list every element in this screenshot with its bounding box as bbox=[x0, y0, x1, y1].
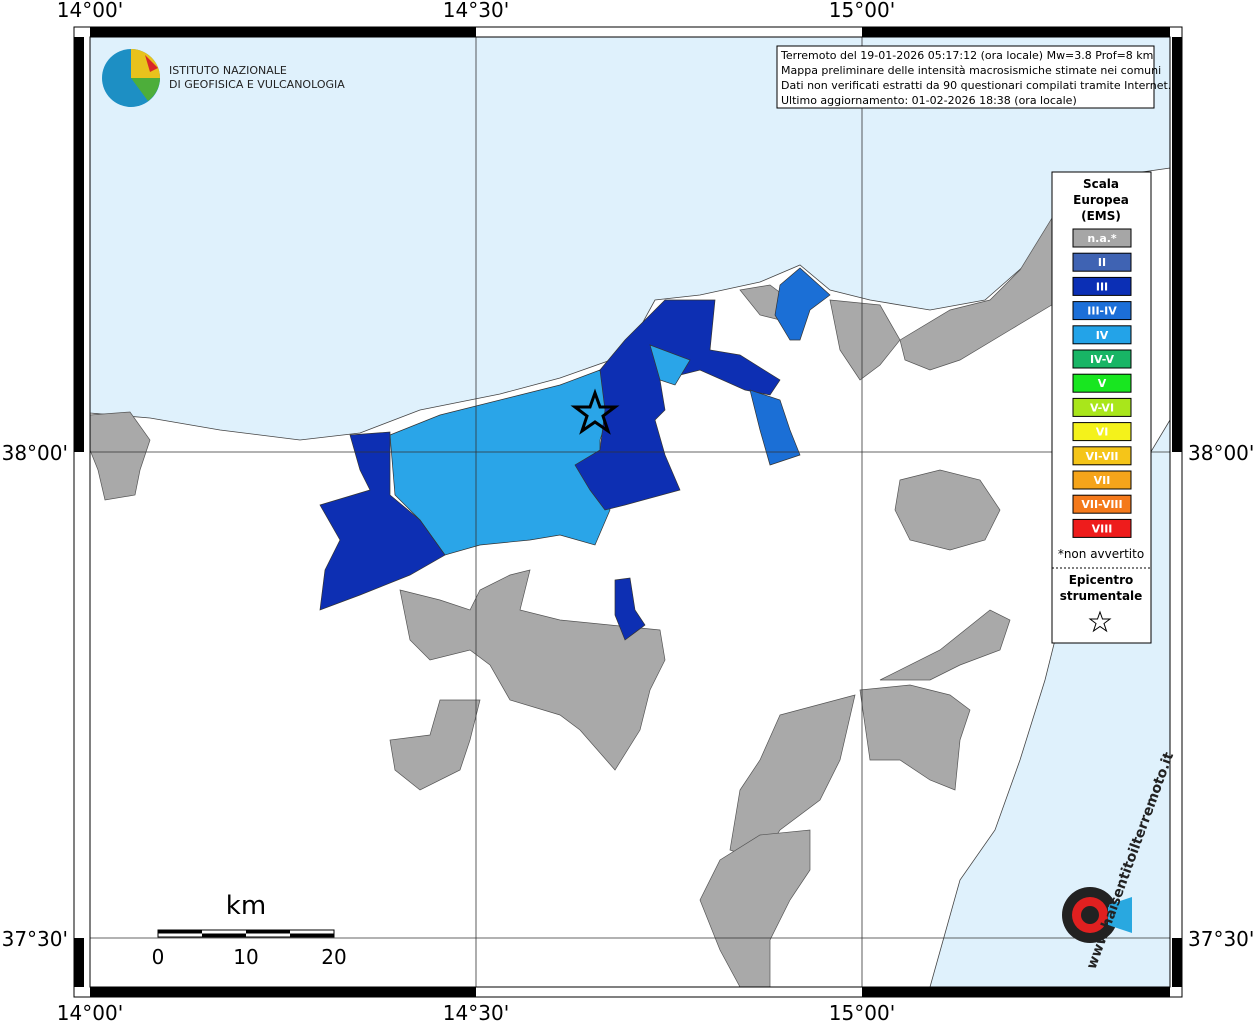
legend-epicenter: strumentale bbox=[1060, 589, 1143, 603]
scale-tick-label: 0 bbox=[152, 945, 165, 969]
municipalities-intensity bbox=[319, 267, 831, 641]
legend-label: IV-V bbox=[1090, 353, 1115, 366]
legend-swatch bbox=[1072, 397, 1132, 417]
frame bbox=[73, 26, 1183, 998]
scale-unit: km bbox=[226, 891, 266, 921]
latitude-label: 37°30' bbox=[2, 927, 68, 951]
scale-tick-label: 10 bbox=[233, 945, 258, 969]
longitude-label: 15°00' bbox=[829, 1001, 895, 1024]
legend-swatch bbox=[1072, 301, 1132, 321]
legend-label: V bbox=[1098, 377, 1107, 390]
ingv-logo: ISTITUTO NAZIONALE DI GEOFISICA E VULCAN… bbox=[102, 49, 345, 107]
graticule bbox=[90, 37, 1170, 987]
legend-title: (EMS) bbox=[1081, 209, 1121, 223]
legend-swatch bbox=[1072, 494, 1132, 514]
legend-label: VIII bbox=[1092, 522, 1113, 535]
epicenter-star bbox=[570, 388, 620, 435]
legend-label: II bbox=[1098, 256, 1106, 269]
info-line: Mappa preliminare delle intensità macros… bbox=[781, 64, 1161, 77]
scale-bar: km 0 10 20 bbox=[152, 891, 347, 969]
legend-note: *non avvertito bbox=[1058, 547, 1144, 561]
scale-tick-label: 20 bbox=[321, 945, 346, 969]
legend-label: VI bbox=[1096, 426, 1109, 439]
legend-swatch bbox=[1072, 422, 1132, 442]
info-line: Dati non verificati estratti da 90 quest… bbox=[781, 79, 1171, 92]
longitude-label: 14°00' bbox=[57, 0, 123, 22]
legend-title: Scala bbox=[1083, 177, 1119, 191]
legend-swatch bbox=[1072, 325, 1132, 345]
info-box: Terremoto del 19-01-2026 05:17:12 (ora l… bbox=[776, 45, 1171, 109]
latitude-label: 38°00' bbox=[1188, 441, 1254, 465]
legend-swatch bbox=[1072, 252, 1132, 272]
latitude-label: 38°00' bbox=[2, 441, 68, 465]
logo-text: ISTITUTO NAZIONALE bbox=[169, 64, 287, 77]
info-line: Terremoto del 19-01-2026 05:17:12 (ora l… bbox=[780, 49, 1153, 62]
legend-label: n.a.* bbox=[1087, 232, 1117, 245]
legend-label: VI-VII bbox=[1085, 450, 1118, 463]
longitude-label: 14°30' bbox=[443, 1001, 509, 1024]
legend-swatch bbox=[1072, 446, 1132, 466]
longitude-label: 14°30' bbox=[443, 0, 509, 22]
latitude-label: 37°30' bbox=[1188, 927, 1254, 951]
legend-swatch bbox=[1072, 349, 1132, 369]
legend-label: VII-VIII bbox=[1081, 498, 1122, 511]
legend-label: VII bbox=[1094, 474, 1111, 487]
legend-label: III bbox=[1096, 280, 1108, 293]
legend-label: III-IV bbox=[1087, 305, 1117, 318]
legend-swatch bbox=[1072, 518, 1132, 538]
legend-swatch bbox=[1072, 276, 1132, 296]
legend-swatch bbox=[1072, 470, 1132, 490]
legend-title: Europea bbox=[1073, 193, 1129, 207]
logo-text: DI GEOFISICA E VULCANOLOGIA bbox=[169, 78, 345, 91]
longitude-label: 14°00' bbox=[57, 1001, 123, 1024]
legend-epicenter: Epicentro bbox=[1069, 573, 1134, 587]
legend-swatch bbox=[1072, 228, 1132, 248]
legend-label: IV bbox=[1096, 329, 1109, 342]
legend: Scala Europea (EMS) *non avvertito Epice… bbox=[1051, 171, 1152, 644]
legend-swatch bbox=[1072, 373, 1132, 393]
info-line: Ultimo aggiornamento: 01-02-2026 18:38 (… bbox=[781, 94, 1077, 107]
legend-label: V-VI bbox=[1090, 401, 1114, 414]
longitude-label: 15°00' bbox=[829, 0, 895, 22]
municipalities-na bbox=[89, 184, 1111, 988]
